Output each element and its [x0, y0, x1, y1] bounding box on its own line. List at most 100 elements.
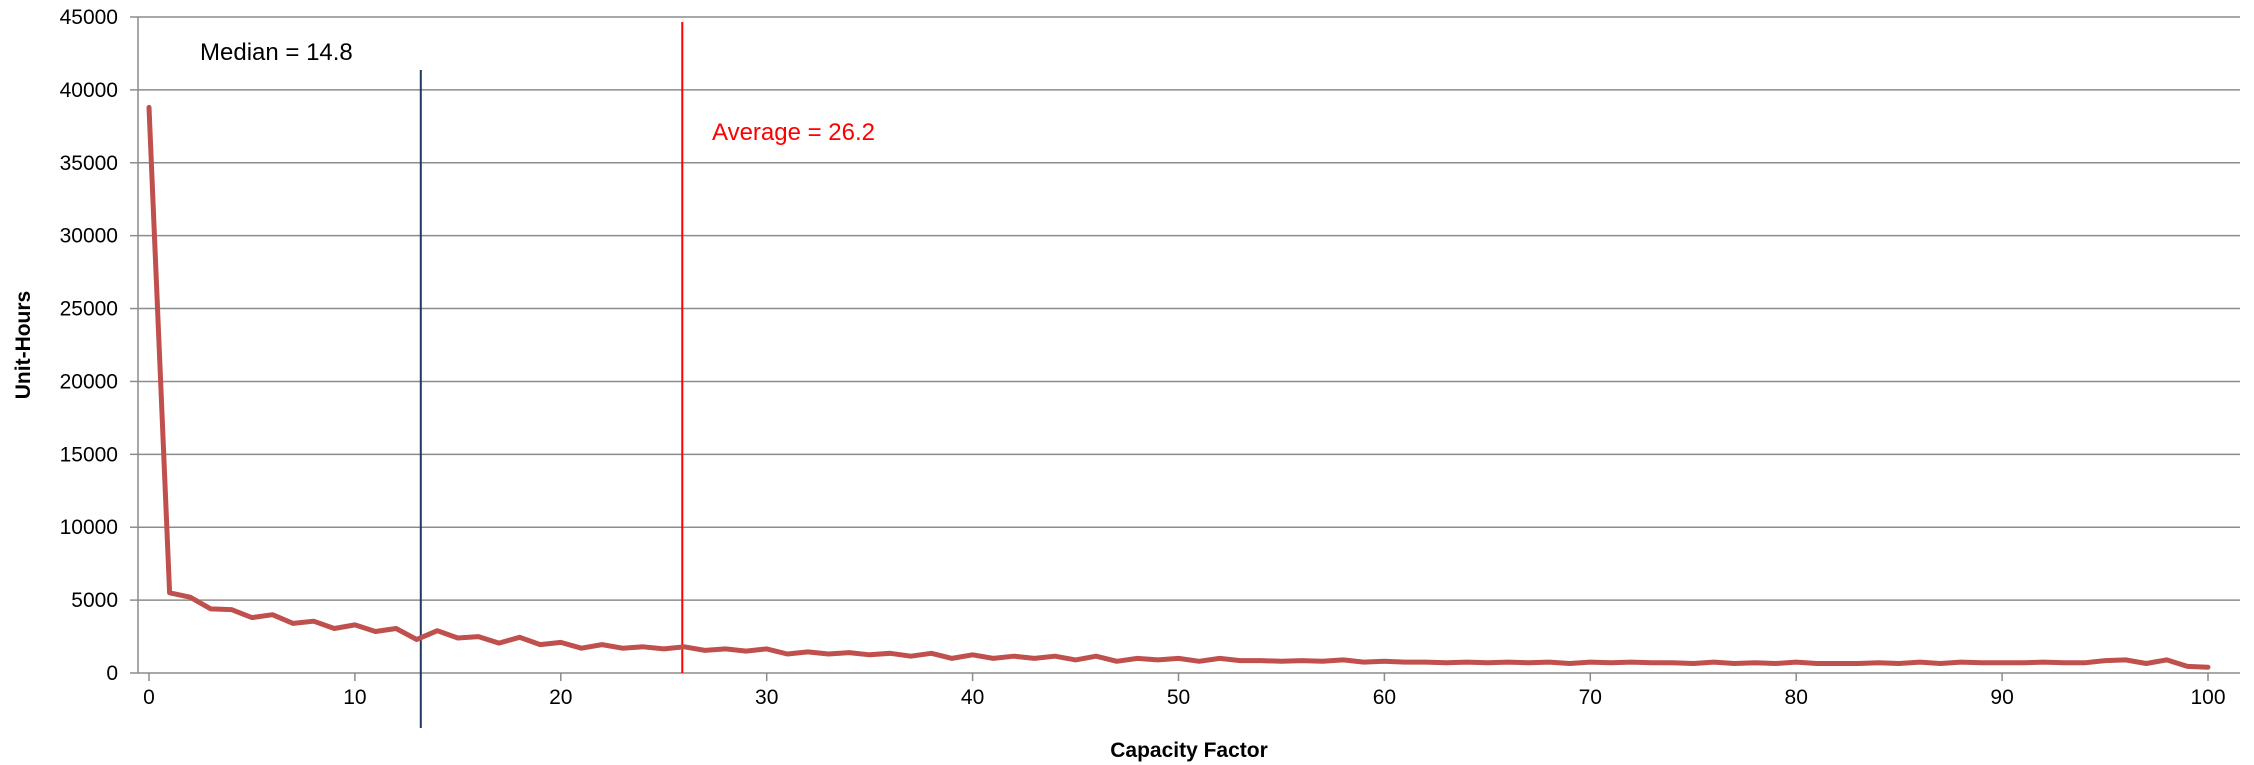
x-tick-label: 80 — [1785, 686, 1808, 709]
data-point — [889, 652, 892, 655]
data-point — [2206, 665, 2210, 669]
y-tick-label: 30000 — [60, 225, 118, 248]
y-tick-label: 0 — [106, 662, 118, 685]
data-point — [909, 655, 913, 658]
data-point — [991, 657, 995, 660]
data-point — [1094, 655, 1098, 658]
y-tick-label: 35000 — [60, 152, 118, 175]
data-point — [539, 643, 542, 646]
data-point — [518, 636, 521, 639]
data-point — [1650, 661, 1654, 664]
data-point — [641, 645, 645, 648]
x-tick-label: 0 — [143, 686, 155, 709]
data-point — [765, 647, 768, 651]
data-point — [374, 630, 377, 633]
data-point — [2021, 661, 2024, 664]
data-point — [1156, 658, 1160, 662]
data-point — [2000, 661, 2004, 664]
data-point — [1630, 660, 1633, 664]
data-point — [1589, 660, 1592, 664]
data-point — [1033, 657, 1036, 660]
data-point — [621, 647, 624, 650]
data-point — [1362, 660, 1366, 664]
data-point — [806, 650, 810, 654]
data-point — [1115, 660, 1118, 663]
data-point — [1897, 662, 1901, 665]
data-point — [683, 645, 686, 648]
data-point — [847, 651, 851, 654]
data-point — [1197, 660, 1201, 663]
data-point — [2062, 661, 2066, 664]
data-point — [1609, 661, 1613, 664]
data-point — [1424, 660, 1427, 664]
data-point — [456, 636, 460, 640]
data-point — [1939, 662, 1942, 665]
data-point — [353, 623, 357, 627]
data-point — [394, 627, 398, 630]
data-point — [1795, 660, 1798, 664]
data-point — [1980, 661, 1983, 664]
data-point — [662, 647, 665, 651]
x-tick-label: 60 — [1373, 686, 1396, 709]
y-tick-label: 20000 — [60, 370, 118, 393]
data-point — [1733, 662, 1736, 665]
y-axis-title: Unit-Hours — [12, 291, 35, 400]
x-tick-label: 30 — [755, 686, 778, 709]
data-point — [1547, 660, 1551, 664]
data-point — [1074, 658, 1077, 662]
data-point — [1259, 659, 1263, 662]
data-point — [724, 647, 727, 651]
series-line-0 — [146, 104, 2211, 670]
x-tick-label: 10 — [343, 686, 366, 709]
data-point — [2145, 662, 2148, 665]
data-point — [1383, 660, 1386, 663]
x-tick-label: 20 — [549, 686, 572, 709]
data-point — [786, 652, 789, 656]
data-point — [1218, 657, 1221, 660]
data-point — [1918, 660, 1921, 664]
data-point — [147, 106, 151, 109]
data-point — [1815, 662, 1818, 665]
data-point — [580, 647, 583, 650]
y-tick-label: 15000 — [60, 443, 118, 466]
data-point — [827, 652, 830, 656]
data-point — [271, 613, 274, 616]
x-tick-label: 70 — [1579, 686, 1602, 709]
data-point — [230, 608, 233, 611]
data-point — [1836, 662, 1839, 665]
data-point — [559, 641, 562, 644]
data-point — [2083, 661, 2086, 664]
x-axis-title: Capacity Factor — [1110, 739, 1268, 762]
x-tick-label: 100 — [2190, 686, 2225, 709]
data-point — [930, 652, 933, 655]
data-point — [1877, 661, 1880, 664]
data-point — [1012, 655, 1015, 658]
data-point — [950, 657, 954, 660]
data-point — [2124, 658, 2127, 662]
data-point — [2165, 658, 2169, 662]
data-point — [250, 616, 254, 619]
x-tick-label: 90 — [1990, 686, 2013, 709]
data-point — [1053, 655, 1057, 658]
data-point — [1527, 661, 1530, 664]
data-point — [1136, 657, 1139, 660]
data-point — [1753, 661, 1757, 664]
data-point — [436, 629, 439, 632]
data-point — [703, 649, 707, 652]
data-point — [209, 607, 212, 611]
data-point — [415, 638, 418, 641]
data-point — [1321, 660, 1324, 663]
data-point — [477, 635, 480, 638]
data-point — [2103, 659, 2107, 662]
data-point — [168, 591, 171, 595]
y-tick-label: 45000 — [60, 6, 118, 29]
data-point — [2042, 660, 2045, 664]
data-point — [1959, 660, 1963, 664]
data-point — [2186, 665, 2189, 668]
data-point — [497, 641, 501, 645]
y-tick-label: 25000 — [60, 298, 118, 321]
data-point — [1280, 660, 1283, 663]
data-point — [1444, 661, 1448, 664]
